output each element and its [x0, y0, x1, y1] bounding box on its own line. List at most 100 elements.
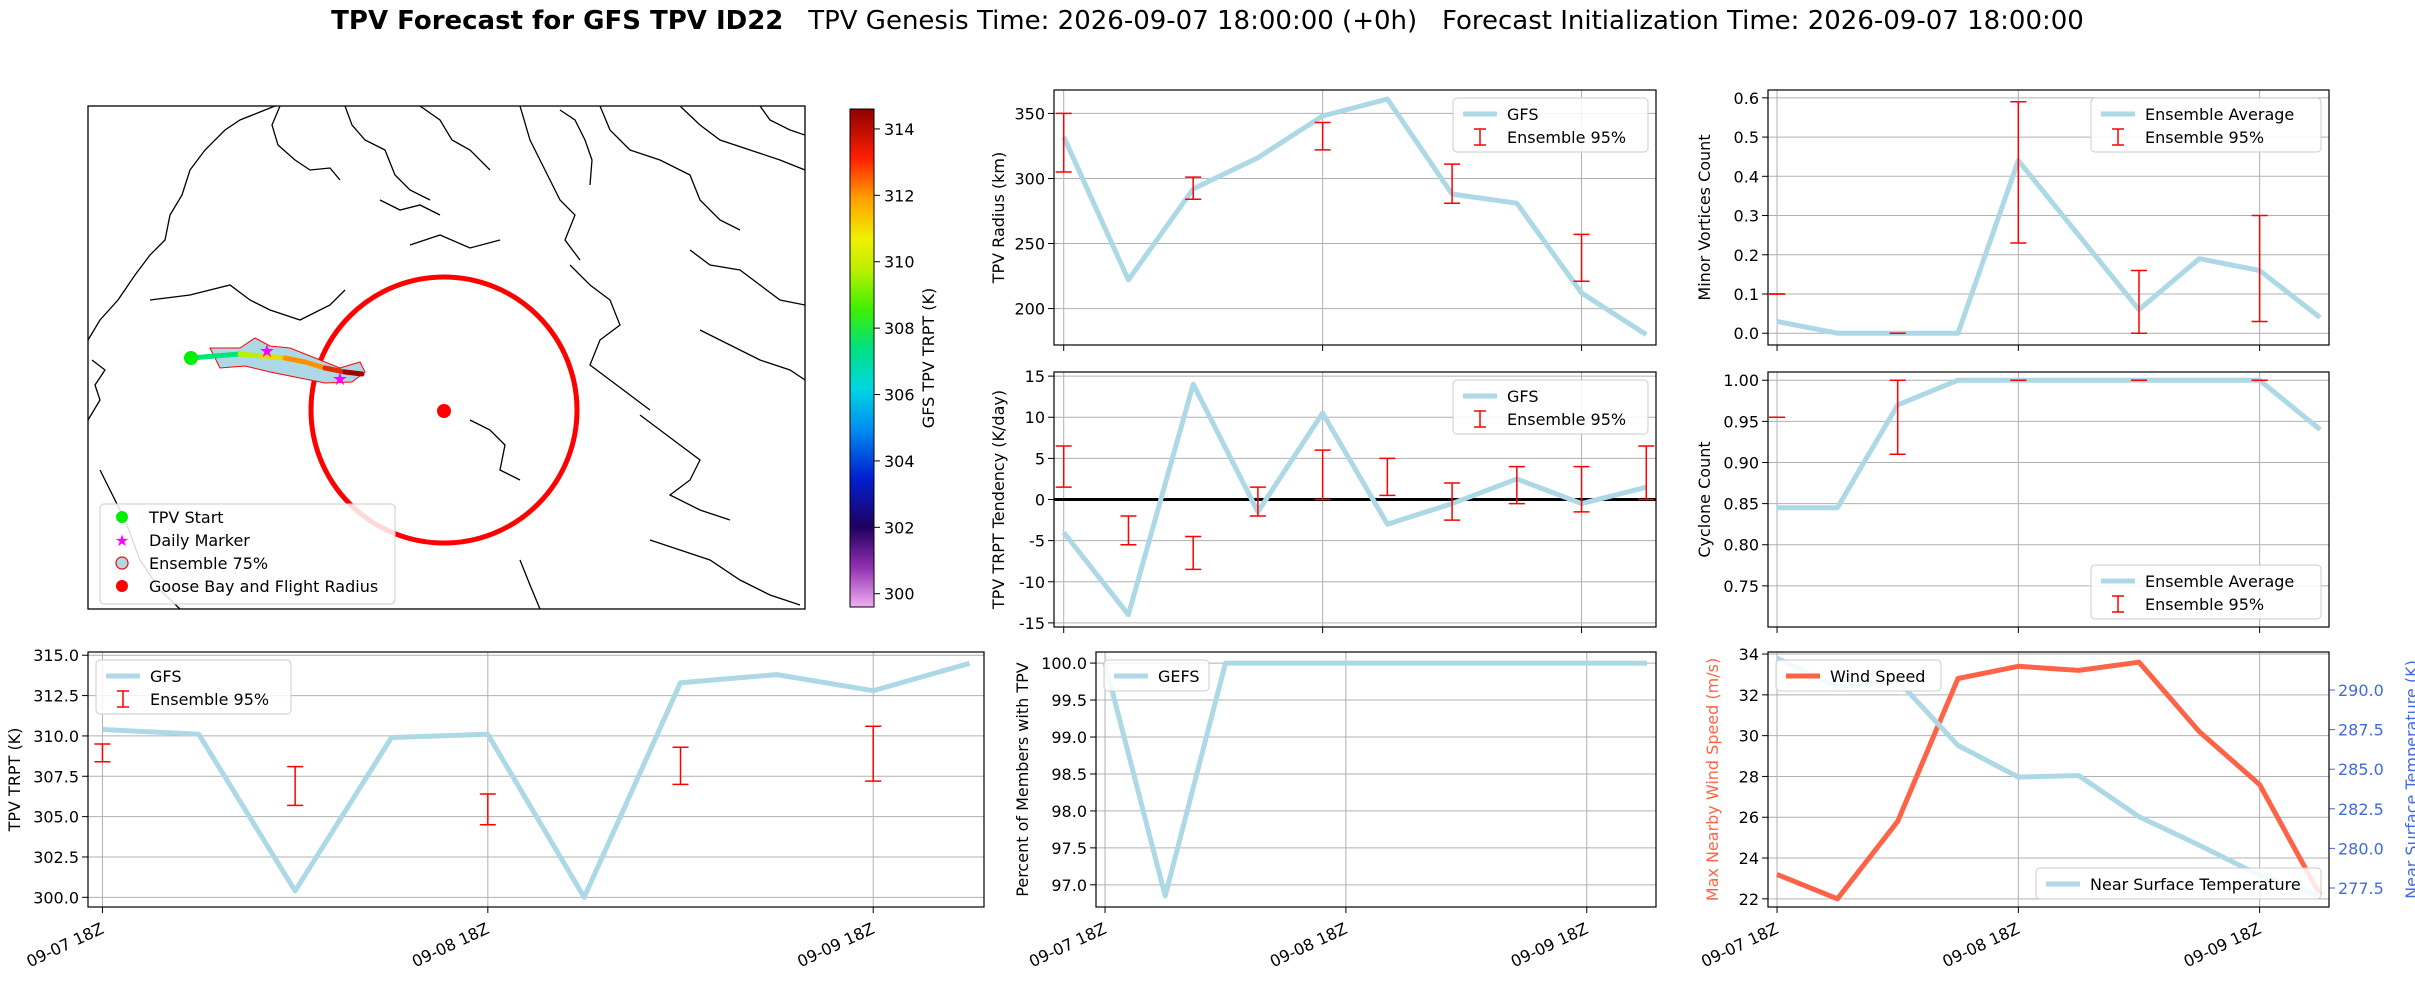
- colorbar-tick-label: 312: [884, 186, 915, 205]
- legend-goosebay-label: Goose Bay and Flight Radius: [149, 577, 378, 596]
- series-line: [1776, 659, 2323, 902]
- track-segment: [322, 365, 348, 375]
- track-segment: [237, 351, 265, 359]
- plot-frame: [1053, 89, 1657, 346]
- legend-label: Ensemble Average: [2145, 572, 2294, 591]
- colorbar-tick-label: 304: [884, 452, 915, 471]
- colorbar-gradient: [849, 108, 875, 608]
- y-tick-label: 0.0: [1734, 324, 1759, 343]
- colorbar-tick-label: 310: [884, 253, 915, 272]
- legend-label: Ensemble 95%: [2145, 595, 2264, 614]
- track-segment: [302, 359, 328, 371]
- legend-label: Ensemble 95%: [1507, 128, 1626, 147]
- x-tick-label: 09-07 18Z: [24, 919, 107, 971]
- y2-tick-label: 287.5: [2338, 721, 2384, 740]
- y-tick-label: 15: [1025, 367, 1045, 386]
- map-panel: ★ ★ TPV Start ★ Daily Marker Ensemble 75…: [87, 105, 938, 610]
- legend-label: Ensemble Average: [2145, 105, 2294, 124]
- y-tick-label: 300.0: [33, 888, 79, 907]
- y-tick-label: 0.80: [1723, 536, 1759, 555]
- init-time: Forecast Initialization Time: 2026-09-07…: [1441, 6, 2084, 36]
- y-tick-label: 97.0: [1051, 876, 1087, 895]
- y-axis-label: TPV TRPT (K): [5, 728, 24, 833]
- y-tick-label: 310.0: [33, 727, 79, 746]
- legend-label: GEFS: [1158, 667, 1200, 686]
- track-segment: [259, 353, 288, 361]
- flight-radius-circle: [308, 274, 580, 546]
- y-axis-label: Max Nearby Wind Speed (m/s): [1703, 658, 1722, 901]
- legend-daily-label: Daily Marker: [149, 531, 250, 550]
- series-line: [1061, 381, 1647, 618]
- legend-start-icon: [116, 511, 128, 523]
- y2-tick-label: 280.0: [2338, 839, 2384, 858]
- y-tick-label: 0: [1035, 491, 1045, 510]
- series-line: [1776, 158, 2322, 336]
- y2-tick-label: 277.5: [2338, 879, 2384, 898]
- figure-title-main: TPV Forecast for GFS TPV ID22: [331, 6, 784, 36]
- x-tick-label: 09-07 18Z: [1026, 919, 1109, 971]
- y-tick-label: 0.85: [1723, 495, 1759, 514]
- series-line: [1777, 377, 2322, 511]
- track-segment: [282, 355, 308, 365]
- y-tick-label: 22: [1739, 890, 1759, 909]
- legend-box: [95, 659, 292, 715]
- plot-frame: [1053, 371, 1657, 628]
- goose-bay-marker: [437, 404, 451, 418]
- legend-daily-star-icon: ★: [115, 531, 129, 550]
- y-tick-label: 0.3: [1734, 207, 1759, 226]
- y-tick-label: -10: [1019, 573, 1045, 592]
- x-tick-label: 09-09 18Z: [1508, 919, 1591, 971]
- members-panel: 97.0 97.5 98.0 98.5 99.0 99.5 100.0 09-07 18Z 09…: [1013, 651, 1657, 971]
- y-tick-label: 32: [1739, 686, 1759, 705]
- y-tick-label: 315.0: [33, 646, 79, 665]
- x-tick-label: 09-08 18Z: [1939, 919, 2022, 971]
- y2-tick-label: 290.0: [2338, 681, 2384, 700]
- map-frame: [87, 105, 806, 610]
- y-tick-label: 97.5: [1051, 839, 1087, 858]
- colorbar-ticks: 300 302 304 306 308 310 312 314: [874, 120, 915, 604]
- tpv-start-marker: [184, 351, 198, 365]
- y-tick-label: 350: [1014, 104, 1045, 123]
- colorbar: 300 302 304 306 308 310 312 314 GFS TPV TRPT (K…: [849, 108, 938, 608]
- y2-axis-label: Near Surface Temperature (K): [2402, 660, 2415, 899]
- x-tick-label: 09-07 18Z: [1698, 919, 1781, 971]
- y-tick-label: 5: [1035, 449, 1045, 468]
- plot-frame: [1095, 651, 1657, 908]
- y-tick-label: 1.00: [1723, 371, 1759, 390]
- wind-temp-panel: 22 24 26 28 30 32 34 09-07 18Z 09-08 18Z 09-09 18…: [1698, 645, 2415, 971]
- legend-ensemble-label: Ensemble 75%: [149, 554, 268, 573]
- legend-label: GFS: [1507, 105, 1538, 124]
- y-tick-label: 0.5: [1734, 128, 1759, 147]
- legend-box: [2035, 867, 2322, 900]
- y-tick-label: 98.0: [1051, 802, 1087, 821]
- y-tick-label: 300: [1014, 169, 1045, 188]
- genesis-time: TPV Genesis Time: 2026-09-07 18:00:00 (+…: [808, 6, 1418, 36]
- y-tick-label: 0.75: [1723, 577, 1759, 596]
- legend-goosebay-icon: [116, 580, 128, 592]
- y-tick-label: 26: [1739, 808, 1759, 827]
- track-segment: [342, 369, 365, 377]
- cyclone-panel: 0.75 0.80 0.85 0.90 0.95 1.00 Cyclone Count Ens…: [1695, 371, 2330, 633]
- y2-tick-label: 282.5: [2338, 800, 2384, 819]
- legend-label: Ensemble 95%: [1507, 410, 1626, 429]
- y-axis-label: TPV TRPT Tendency (K/day): [989, 390, 1008, 610]
- plot-area: [1096, 652, 1656, 907]
- colorbar-tick-label: 308: [884, 319, 915, 338]
- plot-frame: [1767, 651, 2330, 908]
- x-tick-label: 09-08 18Z: [1267, 919, 1350, 971]
- legend-start-label: TPV Start: [148, 508, 224, 527]
- coastlines: [88, 106, 805, 609]
- tpv-track: [188, 351, 365, 377]
- y-tick-label: 34: [1739, 645, 1759, 664]
- y-tick-label: 28: [1739, 767, 1759, 786]
- legend-box: [2090, 564, 2322, 620]
- y-tick-label: 302.5: [33, 848, 79, 867]
- colorbar-tick-label: 306: [884, 386, 915, 405]
- x-tick-label: 09-09 18Z: [794, 919, 877, 971]
- track-segment: [212, 351, 243, 359]
- series-line: [102, 660, 971, 900]
- plot-frame: [87, 651, 985, 908]
- y-tick-label: 98.5: [1051, 765, 1087, 784]
- legend-label: Ensemble 95%: [2145, 128, 2264, 147]
- legend-box: [1452, 379, 1649, 435]
